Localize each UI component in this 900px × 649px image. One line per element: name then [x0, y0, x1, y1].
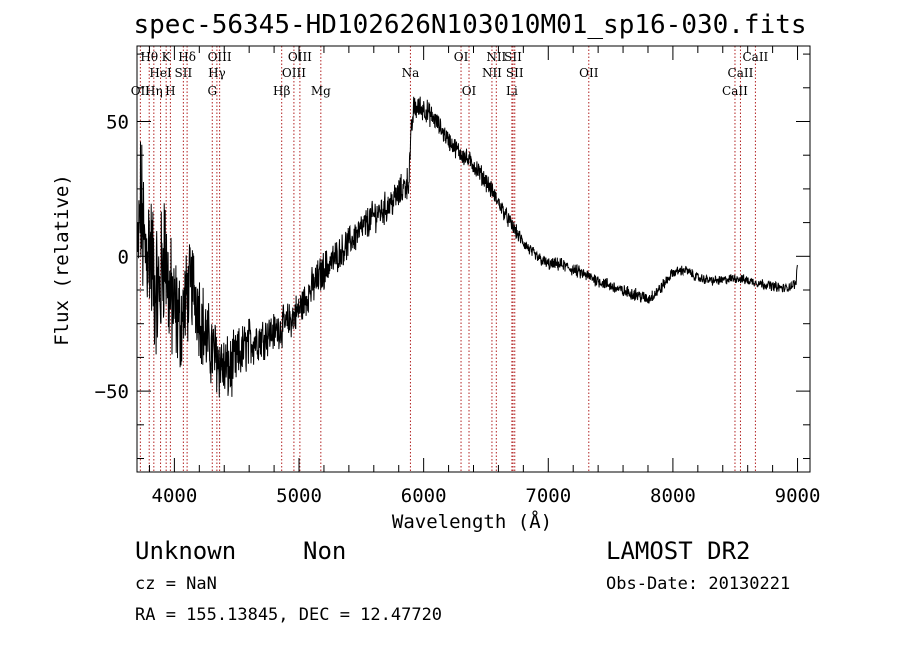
spectral-line-label: Hδ — [178, 50, 196, 64]
y-tick-label: 50 — [106, 111, 129, 133]
spectral-line-label: Mg — [311, 84, 331, 98]
y-tick-label: −50 — [95, 381, 129, 403]
spectral-line-label: OI — [454, 50, 469, 64]
x-tick-labels: 4000 5000 6000 7000 8000 9000 — [152, 485, 821, 507]
spectral-line-label: NII — [482, 66, 502, 80]
y-axis-label: Flux (relative) — [51, 174, 73, 346]
spectral-line-label: HeI — [149, 66, 172, 80]
spectral-line-label: Li — [506, 84, 518, 98]
x-tick-label: 7000 — [525, 485, 571, 507]
x-tick-label: 4000 — [152, 485, 198, 507]
x-tick-label: 8000 — [650, 485, 696, 507]
spectral-line-label: OI — [462, 84, 477, 98]
spectral-line-label: Na — [402, 66, 420, 80]
spectral-line-label: OII — [131, 84, 151, 98]
spectral-line-label: CaII — [722, 84, 748, 98]
observation-date: Obs-Date: 20130221 — [606, 574, 790, 594]
spectral-line-label: SII — [175, 66, 193, 80]
spectral-line-label: G — [207, 84, 217, 98]
axis-ticks — [137, 46, 810, 472]
spectral-line-label: Hθ — [140, 50, 158, 64]
spectral-line-label: Hγ — [208, 66, 226, 80]
y-tick-labels: −50 0 50 — [95, 111, 129, 403]
x-tick-label: 9000 — [775, 485, 821, 507]
spectral-line-label: NII — [486, 50, 506, 64]
y-tick-label: 0 — [118, 246, 129, 268]
redshift-value: cz = NaN — [135, 574, 217, 594]
spectral-line-label: OIII — [208, 50, 232, 64]
spectrum-line — [137, 96, 798, 398]
spectral-line-labels: OIIHθHηHeIKHSIIHδGOIIIHγHβOIIIOIIIMgNaOI… — [131, 50, 769, 98]
spectral-line-label: OIII — [288, 50, 312, 64]
spectral-line-label: Hβ — [273, 84, 290, 98]
coordinates: RA = 155.13845, DEC = 12.47720 — [135, 605, 442, 625]
plot-frame — [136, 45, 811, 473]
spectral-line-label: Hη — [145, 84, 163, 98]
spectral-line-label: OII — [579, 66, 599, 80]
survey-name: LAMOST DR2 — [606, 537, 751, 565]
x-axis-label: Wavelength (Å) — [392, 510, 552, 533]
spectral-line-label: SII — [504, 50, 522, 64]
x-tick-label: 5000 — [276, 485, 322, 507]
object-subclass: Non — [303, 537, 346, 565]
chart-title: spec-56345-HD102626N103010M01_sp16-030.f… — [133, 10, 806, 40]
object-type: Unknown — [135, 537, 236, 565]
spectral-line-label: H — [165, 84, 175, 98]
spectral-line-label: CaII — [728, 66, 754, 80]
x-tick-label: 6000 — [401, 485, 447, 507]
spectral-line-label: SII — [506, 66, 524, 80]
spectral-line-markers — [139, 46, 756, 472]
spectral-line-label: CaII — [742, 50, 768, 64]
spectral-line-label: OIII — [282, 66, 306, 80]
spectral-line-label: K — [162, 50, 172, 64]
